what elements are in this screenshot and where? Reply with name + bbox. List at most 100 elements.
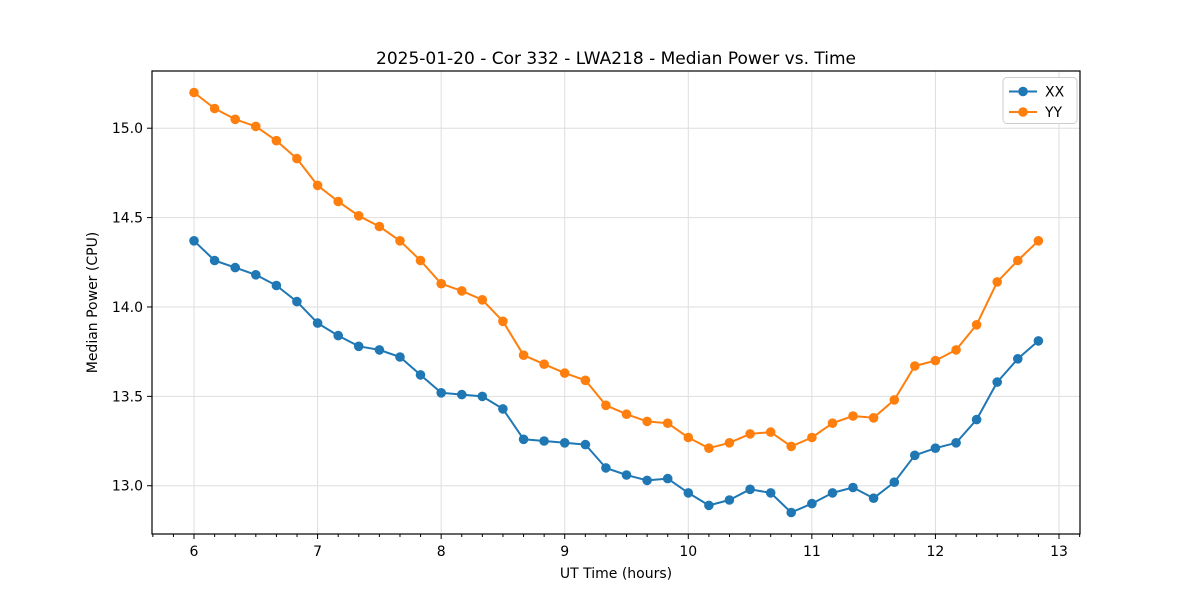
data-point-marker — [353, 341, 364, 352]
y-tick-label: 14.5 — [112, 211, 143, 227]
axis-tick-labels: 6 7 8 9 10 11 12 13 13.0 13.5 14.0 14.5 15.0 — [112, 121, 1068, 560]
data-point-marker — [704, 500, 714, 511]
axis-ticks — [147, 127, 1081, 539]
x-tick-label: 7 — [313, 544, 322, 560]
data-point-marker — [889, 395, 900, 405]
data-point-marker — [559, 368, 570, 378]
series-xx — [189, 236, 1044, 518]
x-tick-label: 12 — [927, 544, 945, 560]
data-point-marker — [951, 345, 961, 355]
x-tick-label: 9 — [560, 544, 569, 560]
data-point-marker — [910, 361, 920, 371]
x-tick-label: 6 — [190, 544, 199, 560]
data-point-marker — [251, 270, 261, 280]
data-point-marker — [621, 409, 632, 420]
legend-item: XX — [1009, 85, 1065, 101]
data-point-marker — [807, 432, 817, 443]
data-point-marker — [951, 438, 961, 448]
data-point-marker — [868, 493, 879, 504]
data-point-marker — [930, 443, 941, 454]
data-point-marker — [230, 262, 240, 273]
data-point-marker — [765, 427, 776, 437]
data-point-marker — [601, 463, 611, 473]
data-point-marker — [477, 391, 488, 402]
data-point-marker — [683, 432, 694, 443]
data-point-marker — [395, 236, 405, 246]
data-point-marker — [601, 400, 611, 411]
data-point-marker — [971, 320, 982, 330]
data-point-marker — [992, 377, 1002, 387]
data-point-marker — [189, 236, 199, 246]
data-point-marker — [992, 277, 1002, 287]
data-point-marker — [765, 488, 776, 498]
data-point-marker — [312, 180, 323, 191]
data-point-marker — [539, 436, 549, 446]
legend-sample-marker — [1018, 86, 1028, 97]
data-point-marker — [827, 488, 838, 498]
data-point-marker — [848, 482, 858, 493]
legend: XX YY — [1002, 77, 1078, 124]
data-point-marker — [1013, 354, 1023, 364]
data-point-marker — [271, 135, 282, 146]
y-tick-label: 15.0 — [112, 121, 143, 137]
data-point-marker — [312, 318, 323, 328]
data-point-marker — [662, 418, 673, 429]
data-point-marker — [745, 484, 755, 495]
x-axis-label: UT Time (hours) — [560, 566, 672, 582]
data-point-marker — [353, 211, 364, 221]
y-tick-label: 14.0 — [112, 300, 143, 316]
data-point-marker — [209, 255, 220, 266]
data-point-marker — [498, 316, 508, 327]
data-point-marker — [539, 359, 549, 370]
y-axis-label: Median Power (CPU) — [85, 232, 101, 374]
data-point-marker — [1033, 236, 1044, 246]
data-point-marker — [868, 413, 879, 423]
data-point-marker — [251, 121, 261, 132]
data-point-marker — [1013, 255, 1023, 266]
data-point-marker — [745, 429, 755, 439]
x-tick-label: 10 — [679, 544, 697, 560]
data-point-marker — [683, 488, 694, 498]
data-point-marker — [559, 438, 570, 448]
data-point-marker — [333, 330, 344, 341]
data-point-marker — [580, 439, 591, 450]
data-point-marker — [704, 443, 714, 454]
data-point-marker — [436, 278, 447, 289]
legend-frame — [1002, 77, 1078, 124]
data-point-marker — [1033, 336, 1044, 346]
data-point-marker — [807, 498, 817, 509]
legend-item-label: XX — [1045, 85, 1065, 101]
data-point-marker — [518, 350, 529, 361]
data-point-marker — [910, 450, 920, 461]
data-point-marker — [889, 477, 900, 488]
legend-sample-marker — [1018, 107, 1028, 117]
data-point-marker — [848, 411, 858, 421]
data-point-marker — [662, 473, 673, 484]
series-yy — [189, 87, 1044, 454]
legend-item: YY — [1009, 105, 1063, 121]
y-tick-label: 13.0 — [112, 479, 143, 495]
data-point-marker — [930, 355, 941, 366]
x-tick-label: 11 — [803, 544, 821, 560]
data-point-marker — [457, 286, 467, 296]
data-point-marker — [498, 404, 508, 414]
data-point-marker — [415, 370, 426, 380]
y-tick-label: 13.5 — [112, 389, 143, 405]
chart-title: 2025-01-20 - Cor 332 - LWA218 - Median P… — [376, 49, 856, 69]
data-point-marker — [827, 418, 838, 429]
data-point-marker — [518, 434, 529, 445]
data-series — [189, 87, 1044, 518]
data-point-marker — [209, 103, 220, 114]
data-point-marker — [292, 296, 302, 307]
data-point-marker — [189, 87, 199, 98]
data-point-marker — [292, 153, 302, 164]
data-point-marker — [374, 345, 385, 355]
plot-area-border — [151, 70, 1081, 535]
data-point-marker — [415, 255, 426, 266]
data-point-marker — [724, 495, 735, 505]
data-point-marker — [786, 507, 796, 518]
data-point-marker — [395, 352, 405, 362]
